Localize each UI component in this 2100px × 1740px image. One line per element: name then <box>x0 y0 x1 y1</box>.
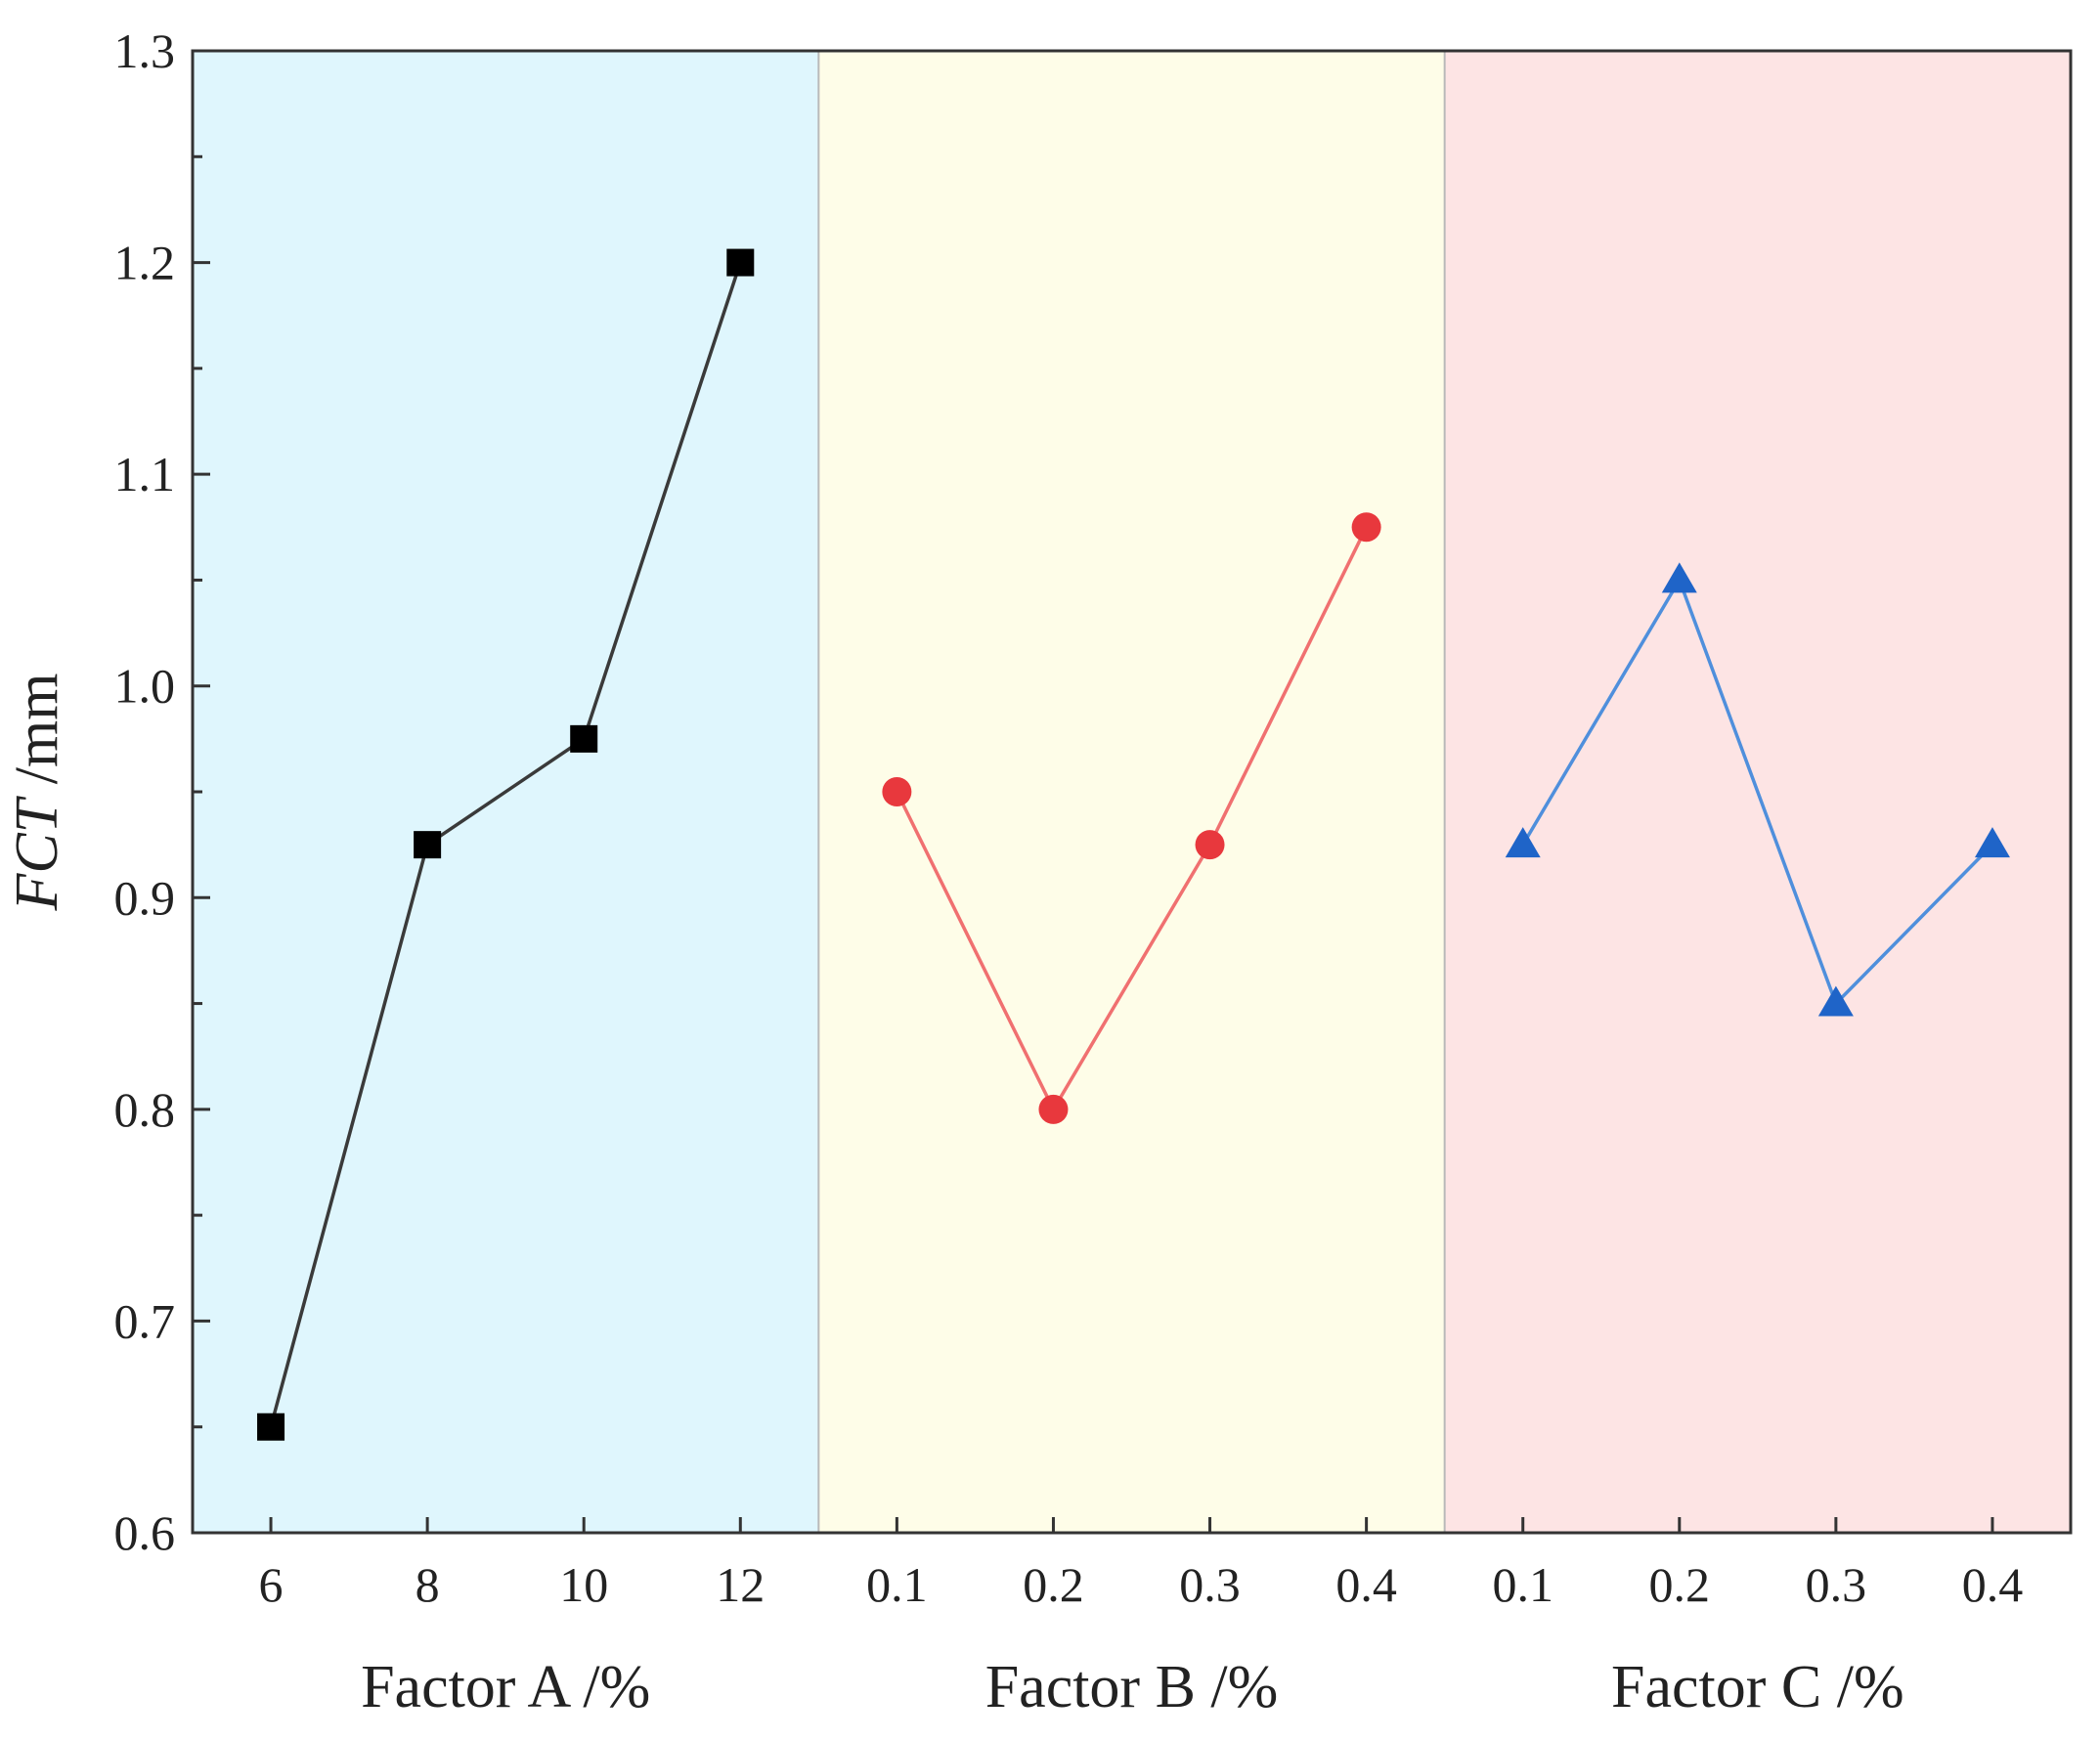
data-point-b-3 <box>1195 830 1225 860</box>
data-point-a-4 <box>726 248 755 277</box>
panel-backgrounds <box>193 51 2071 1533</box>
y-axis-title-unit: /mm <box>4 674 70 800</box>
x-tick-label-c-2: 0.2 <box>1649 1557 1711 1612</box>
x-tick-label-c-1: 0.1 <box>1492 1557 1553 1612</box>
x-axis-titles: Factor A /% Factor B /% Factor C /% <box>361 1654 1904 1720</box>
data-point-b-2 <box>1038 1094 1069 1124</box>
data-point-a-3 <box>570 724 598 753</box>
x-tick-label-b-1: 0.1 <box>866 1557 928 1612</box>
x-tick-label-a-4: 12 <box>716 1557 765 1612</box>
y-tick-label-2: 0.7 <box>114 1293 176 1348</box>
data-point-b-1 <box>882 777 912 806</box>
y-axis-ticks: 0.6 0.7 0.8 0.9 1.0 1.1 1.2 1.3 <box>114 23 210 1560</box>
x-axis-title-b: Factor B /% <box>985 1654 1279 1720</box>
y-tick-label-5: 1.0 <box>114 659 176 714</box>
x-tick-label-a-1: 6 <box>259 1557 284 1612</box>
series-lines <box>269 262 1994 1428</box>
series-markers <box>257 248 2010 1441</box>
data-point-c-2 <box>1661 562 1697 593</box>
panel-dividers <box>817 51 1446 1533</box>
x-tick-label-a-3: 10 <box>559 1557 608 1612</box>
x-tick-label-c-3: 0.3 <box>1806 1557 1867 1612</box>
data-point-b-4 <box>1351 512 1381 543</box>
x-axis-title-a: Factor A /% <box>361 1654 650 1720</box>
y-tick-label-4: 0.9 <box>114 870 176 925</box>
y-axis-title: FCT /mm <box>4 674 70 912</box>
series-line-a <box>269 262 742 1428</box>
y-tick-label-6: 1.1 <box>114 447 176 501</box>
x-axis-ticks: 6 8 10 12 0.1 0.2 0.3 0.4 0.1 0.2 0.3 0.4 <box>259 1517 2024 1612</box>
y-tick-label-3: 0.8 <box>114 1082 176 1137</box>
data-point-c-3 <box>1817 985 1854 1017</box>
y-tick-label-1: 0.6 <box>114 1505 176 1560</box>
x-tick-label-a-2: 8 <box>416 1557 440 1612</box>
x-tick-label-b-4: 0.4 <box>1335 1557 1397 1612</box>
data-point-a-2 <box>414 831 442 859</box>
data-point-c-4 <box>1974 827 2010 858</box>
x-tick-label-b-2: 0.2 <box>1023 1557 1084 1612</box>
y-tick-label-7: 1.2 <box>114 236 176 290</box>
series-line-b <box>895 526 1369 1113</box>
y-axis-title-symbol: FCT <box>4 795 70 911</box>
panel-background-b <box>818 51 1445 1533</box>
series-line-c <box>1521 576 1994 1007</box>
y-tick-label-8: 1.3 <box>114 23 176 78</box>
x-tick-label-b-3: 0.3 <box>1179 1557 1241 1612</box>
x-tick-label-c-4: 0.4 <box>1962 1557 2024 1612</box>
data-point-c-1 <box>1505 827 1541 858</box>
x-axis-title-c: Factor C /% <box>1611 1654 1904 1720</box>
data-point-a-1 <box>257 1413 285 1441</box>
